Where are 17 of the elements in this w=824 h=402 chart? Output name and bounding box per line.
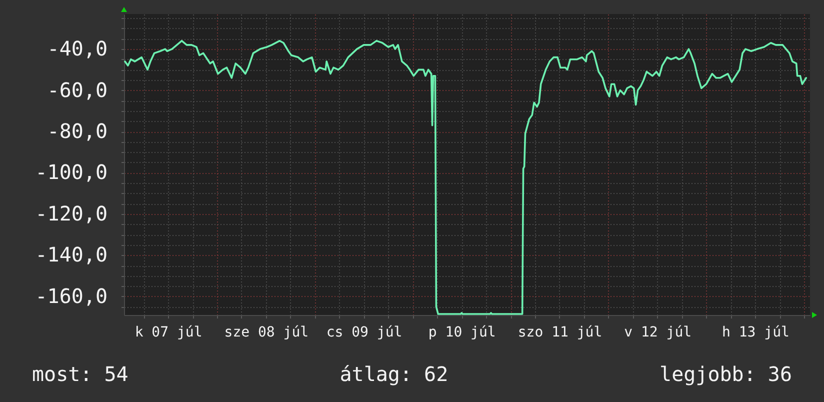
x-tick-label: sze 08 júl [224, 324, 309, 340]
y-tick-label: -120,0 [35, 201, 108, 226]
y-tick-label: -140,0 [35, 242, 108, 267]
x-tick-label: h 13 júl [722, 324, 790, 340]
x-tick-label: k 07 júl [134, 324, 202, 340]
text: most: 54 [32, 362, 128, 386]
y-tick-label: -160,0 [35, 284, 108, 308]
y-tick-label: -60,0 [47, 78, 108, 102]
x-tick-label: v 12 júl [624, 324, 692, 340]
text: legjobb: 36 [660, 362, 792, 386]
y-tick-label: -100,0 [35, 160, 108, 184]
x-tick-label: szo 11 júl [518, 324, 602, 340]
y-tick-label: -40,0 [47, 36, 108, 61]
y-tick-label: -80,0 [47, 119, 108, 144]
text: átlag: 62 [340, 362, 448, 386]
x-tick-label: p 10 júl [428, 324, 496, 340]
x-tick-label: cs 09 júl [326, 324, 402, 340]
